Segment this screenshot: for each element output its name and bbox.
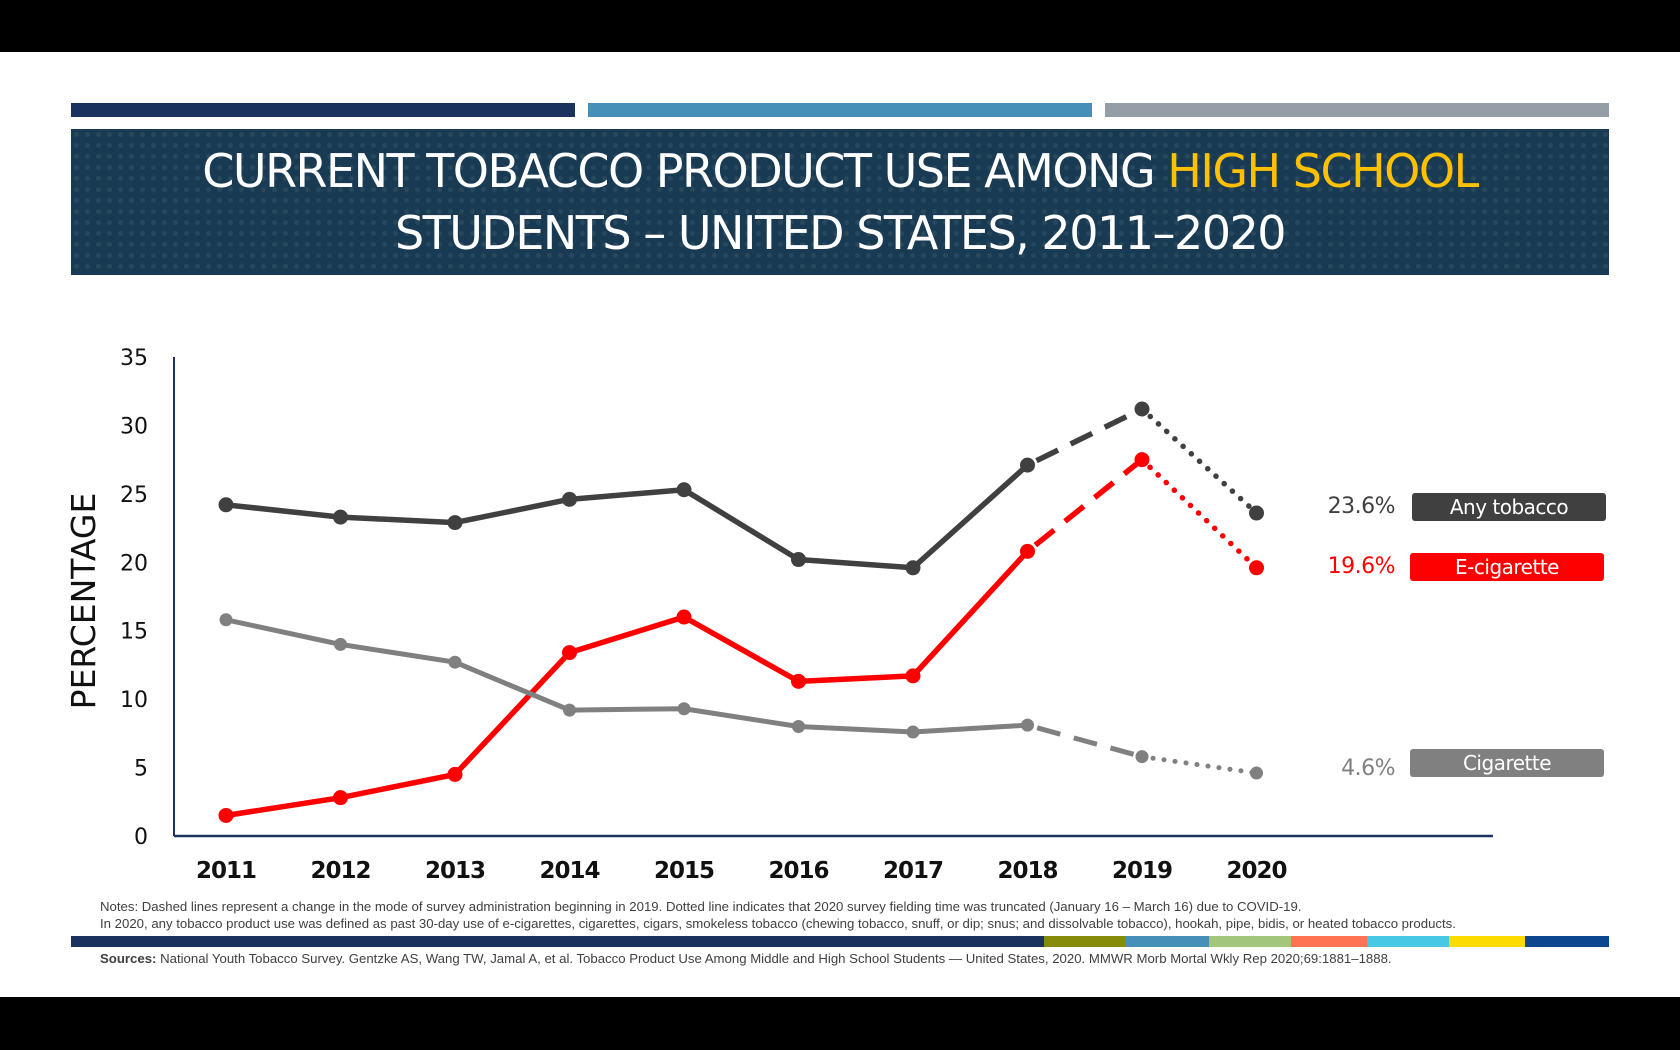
y-tick-label: 0 bbox=[134, 825, 148, 850]
title-line-2: STUDENTS – UNITED STATES, 2011–2020 bbox=[394, 206, 1287, 260]
y-tick-label: 20 bbox=[120, 551, 148, 576]
line-e_cigarette-dotted bbox=[1139, 456, 1260, 571]
legend-cigarette: Cigarette bbox=[1410, 749, 1604, 777]
line-cigarette-dashed bbox=[1026, 722, 1143, 760]
footer-strip-cyan bbox=[1367, 936, 1449, 947]
y-tick-label: 25 bbox=[120, 483, 148, 508]
point-cigarette bbox=[448, 655, 462, 669]
line-cigarette-solid bbox=[225, 617, 1028, 735]
footer-strip-green bbox=[1209, 936, 1291, 947]
point-e_cigarette bbox=[218, 807, 234, 823]
line-any_tobacco-dotted bbox=[1139, 406, 1260, 516]
x-tick-label: 2016 bbox=[768, 858, 828, 884]
footer-strip-darkblue bbox=[1525, 936, 1609, 947]
y-tick-labels: 0 5 10 15 20 25 30 35 bbox=[120, 346, 148, 850]
point-cigarette bbox=[1135, 750, 1149, 764]
point-any_tobacco bbox=[905, 560, 921, 576]
y-tick-label: 35 bbox=[120, 346, 148, 371]
series-lines bbox=[225, 406, 1260, 819]
point-cigarette bbox=[677, 702, 691, 716]
accent-bar-blue bbox=[588, 103, 1092, 117]
letterbox-bottom bbox=[0, 997, 1680, 1050]
point-any_tobacco bbox=[447, 515, 463, 531]
point-any_tobacco bbox=[1020, 457, 1035, 473]
line-any_tobacco-dashed bbox=[1026, 406, 1144, 468]
x-tick-label: 2017 bbox=[883, 858, 943, 884]
point-cigarette bbox=[334, 637, 347, 651]
y-tick-label: 15 bbox=[120, 620, 148, 645]
sources-citation: Sources: National Youth Tobacco Survey. … bbox=[100, 951, 1392, 966]
point-e_cigarette bbox=[791, 673, 806, 689]
point-e_cigarette bbox=[447, 766, 463, 782]
x-tick-label: 2014 bbox=[539, 858, 599, 884]
end-label-e-cigarette: 19.6% bbox=[1327, 554, 1396, 579]
x-tick-label: 2011 bbox=[196, 858, 256, 884]
point-cigarette bbox=[219, 613, 233, 627]
end-label-any-tobacco: 23.6% bbox=[1327, 494, 1396, 519]
legend-e-cigarette: E-cigarette bbox=[1410, 553, 1604, 581]
point-cigarette bbox=[792, 720, 805, 734]
x-tick-label: 2018 bbox=[997, 858, 1057, 884]
point-cigarette bbox=[563, 703, 576, 717]
chart-notes: Notes: Dashed lines represent a change i… bbox=[100, 898, 1456, 932]
point-any_tobacco bbox=[1134, 401, 1150, 417]
point-e_cigarette bbox=[1020, 543, 1035, 559]
line-cigarette-dotted bbox=[1139, 754, 1259, 776]
x-tick-label: 2013 bbox=[425, 858, 485, 884]
title-highlight: HIGH SCHOOL bbox=[1167, 144, 1479, 198]
point-any_tobacco bbox=[676, 482, 692, 498]
footer-strip-olive bbox=[1044, 936, 1126, 947]
point-e_cigarette bbox=[1134, 452, 1150, 468]
footer-strip-navy bbox=[71, 936, 1044, 947]
point-any_tobacco bbox=[791, 552, 806, 568]
x-tick-label: 2020 bbox=[1226, 858, 1286, 884]
point-any_tobacco bbox=[1249, 505, 1264, 521]
end-label-cigarette: 4.6% bbox=[1341, 756, 1395, 781]
x-tick-labels: 2011 2012 2013 2014 2015 2016 2017 2018 2019 2020 bbox=[196, 858, 1288, 884]
slide-title: CURRENT TOBACCO PRODUCT USE AMONG HIGH S… bbox=[71, 129, 1609, 275]
footer-strip-yellow bbox=[1449, 936, 1525, 947]
point-e_cigarette bbox=[905, 668, 921, 684]
point-cigarette bbox=[1250, 766, 1263, 780]
sources-text: National Youth Tobacco Survey. Gentzke A… bbox=[156, 951, 1392, 966]
title-text: CURRENT TOBACCO PRODUCT USE AMONG bbox=[202, 144, 1168, 198]
footer-strip-blue bbox=[1126, 936, 1209, 947]
point-e_cigarette bbox=[562, 645, 577, 661]
series-points bbox=[218, 401, 1264, 823]
point-e_cigarette bbox=[333, 790, 348, 806]
point-any_tobacco bbox=[333, 509, 348, 525]
title-line-1: CURRENT TOBACCO PRODUCT USE AMONG HIGH S… bbox=[202, 140, 1479, 202]
sources-label: Sources: bbox=[100, 951, 157, 966]
y-tick-label: 10 bbox=[120, 688, 148, 713]
x-tick-label: 2019 bbox=[1112, 858, 1172, 884]
line-any_tobacco-solid bbox=[225, 463, 1030, 571]
y-tick-label: 5 bbox=[134, 757, 148, 782]
footer-strip-orange bbox=[1291, 936, 1367, 947]
notes-line-1: Notes: Dashed lines represent a change i… bbox=[100, 899, 1302, 914]
letterbox-top bbox=[0, 0, 1680, 52]
chart-axes bbox=[173, 357, 1493, 838]
y-tick-label: 30 bbox=[120, 414, 148, 439]
point-any_tobacco bbox=[562, 491, 577, 507]
point-e_cigarette bbox=[676, 609, 692, 625]
accent-bar-navy bbox=[71, 103, 575, 117]
accent-bar-gray bbox=[1105, 103, 1609, 117]
point-cigarette bbox=[906, 725, 920, 739]
point-cigarette bbox=[1021, 718, 1034, 732]
line-e_cigarette-solid bbox=[225, 549, 1030, 819]
line-e_cigarette-dashed bbox=[1025, 457, 1144, 554]
point-e_cigarette bbox=[1249, 560, 1264, 576]
point-any_tobacco bbox=[218, 497, 234, 513]
legend-any-tobacco: Any tobacco bbox=[1412, 493, 1606, 521]
x-tick-label: 2015 bbox=[654, 858, 714, 884]
notes-line-2: In 2020, any tobacco product use was def… bbox=[100, 916, 1456, 931]
x-tick-label: 2012 bbox=[310, 858, 370, 884]
